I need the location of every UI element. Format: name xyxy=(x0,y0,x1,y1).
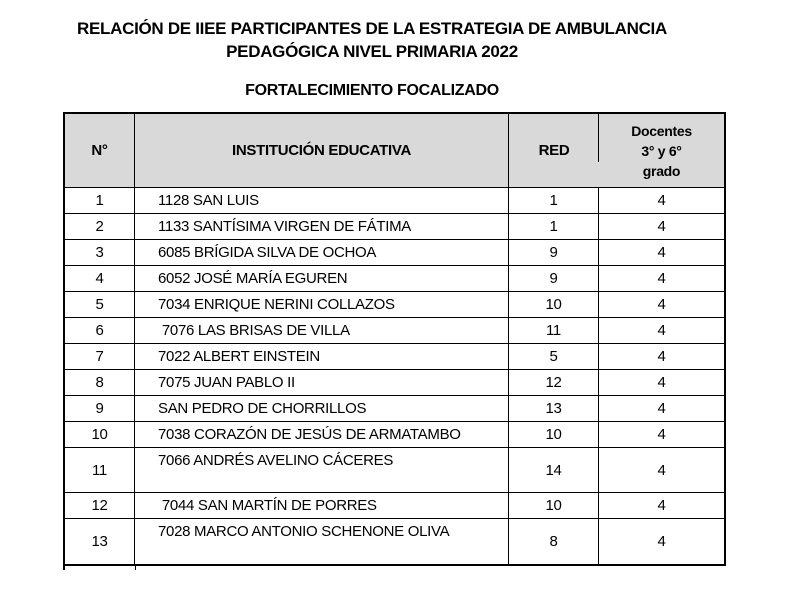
institution-cell: 7028 MARCO ANTONIO SCHENONE OLIVA xyxy=(135,519,509,564)
red-cell: 9 xyxy=(509,240,599,266)
header-docentes-line1: Docentes xyxy=(631,122,692,139)
red-cell: 1 xyxy=(509,214,599,240)
table-row: 2 1133 SANTÍSIMA VIRGEN DE FÁTIMA 1 4 xyxy=(65,214,724,240)
docentes-cell: 4 xyxy=(599,188,724,214)
institution-cell: 1128 SAN LUIS xyxy=(135,188,509,214)
institution-cell: 6052 JOSÉ MARÍA EGUREN xyxy=(135,266,509,292)
header-institution: INSTITUCIÓN EDUCATIVA xyxy=(135,114,509,188)
table-row: 1 1128 SAN LUIS 1 4 xyxy=(65,188,724,214)
table-row: 6 7076 LAS BRISAS DE VILLA 11 4 xyxy=(65,318,724,344)
docentes-cell: 4 xyxy=(599,318,724,344)
row-number-cell: 12 xyxy=(65,493,135,519)
table-row: 9 SAN PEDRO DE CHORRILLOS 13 4 xyxy=(65,396,724,422)
docentes-cell: 4 xyxy=(599,240,724,266)
docentes-cell: 4 xyxy=(599,396,724,422)
institution-cell: 7022 ALBERT EINSTEIN xyxy=(135,344,509,370)
docentes-cell: 4 xyxy=(599,370,724,396)
docentes-cell: 4 xyxy=(599,422,724,448)
partial-column-divider xyxy=(598,114,599,162)
header-docentes: Docentes 3° y 6° grado xyxy=(599,114,724,188)
docentes-cell: 4 xyxy=(657,533,666,550)
docentes-cell: 4 xyxy=(599,493,724,519)
institution-cell: 7038 CORAZÓN DE JESÚS DE ARMATAMBO xyxy=(135,422,509,448)
institution-cell: 7076 LAS BRISAS DE VILLA xyxy=(135,318,509,344)
row-number-cell: 9 xyxy=(65,396,135,422)
header-docentes-line2: 3° y 6° xyxy=(641,142,682,159)
row-number-cell: 1 xyxy=(65,188,135,214)
red-cell: 12 xyxy=(509,370,599,396)
docentes-cell: 4 xyxy=(599,344,724,370)
header-red: RED xyxy=(509,114,599,188)
institution-cell: SAN PEDRO DE CHORRILLOS xyxy=(135,396,509,422)
table-row: 3 6085 BRÍGIDA SILVA DE OCHOA 9 4 xyxy=(65,240,724,266)
docentes-cell: 4 xyxy=(599,214,724,240)
cutoff-next-row-left-border xyxy=(63,566,65,570)
row-number-cell: 4 xyxy=(65,266,135,292)
header-docentes-line3: grado xyxy=(642,162,681,179)
document-subtitle: FORTALECIMIENTO FOCALIZADO xyxy=(245,82,499,99)
table-row: 12 7044 SAN MARTÍN DE PORRES 10 4 xyxy=(65,493,724,519)
docentes-cell: 4 xyxy=(599,292,724,318)
table-row: 10 7038 CORAZÓN DE JESÚS DE ARMATAMBO 10… xyxy=(65,422,724,448)
iiee-table: N° INSTITUCIÓN EDUCATIVA RED Docentes 3°… xyxy=(63,112,726,566)
row-number-cell: 11 xyxy=(65,448,135,493)
institution-cell: 7034 ENRIQUE NERINI COLLAZOS xyxy=(135,292,509,318)
red-cell: 14 xyxy=(509,448,599,493)
row-number-cell: 13 xyxy=(65,519,135,564)
row-number-cell: 8 xyxy=(65,370,135,396)
docentes-cell: 4 xyxy=(599,266,724,292)
title-line-2: PEDAGÓGICA NIVEL PRIMARIA 2022 xyxy=(226,42,518,61)
table-row: 4 6052 JOSÉ MARÍA EGUREN 9 4 xyxy=(65,266,724,292)
row-number-cell: 5 xyxy=(65,292,135,318)
title-line-1: RELACIÓN DE IIEE PARTICIPANTES DE LA EST… xyxy=(77,19,667,38)
table-row: 5 7034 ENRIQUE NERINI COLLAZOS 10 4 xyxy=(65,292,724,318)
table-row: 11 7066 ANDRÉS AVELINO CÁCERES 14 4 xyxy=(65,448,724,493)
red-cell: 10 xyxy=(509,493,599,519)
red-cell: 5 xyxy=(509,344,599,370)
table-row: 8 7075 JUAN PABLO II 12 4 xyxy=(65,370,724,396)
table-row: 13 7028 MARCO ANTONIO SCHENONE OLIVA 8 4 xyxy=(65,519,724,564)
institution-cell: 7066 ANDRÉS AVELINO CÁCERES xyxy=(135,448,509,493)
row-number-cell: 2 xyxy=(65,214,135,240)
header-red-label: RED xyxy=(538,142,570,159)
red-cell: 8 xyxy=(509,519,599,564)
row-number-cell: 6 xyxy=(65,318,135,344)
institution-cell: 7044 SAN MARTÍN DE PORRES xyxy=(135,493,509,519)
institution-cell: 1133 SANTÍSIMA VIRGEN DE FÁTIMA xyxy=(135,214,509,240)
row-number-cell: 10 xyxy=(65,422,135,448)
institution-cell: 7075 JUAN PABLO II xyxy=(135,370,509,396)
red-cell: 11 xyxy=(509,318,599,344)
header-num: N° xyxy=(65,114,135,188)
institution-cell: 6085 BRÍGIDA SILVA DE OCHOA xyxy=(135,240,509,266)
cutoff-next-row-column-border xyxy=(135,566,136,570)
document-title: RELACIÓN DE IIEE PARTICIPANTES DE LA EST… xyxy=(0,17,744,63)
red-cell: 13 xyxy=(509,396,599,422)
row-number-cell: 3 xyxy=(65,240,135,266)
docentes-cell: 4 xyxy=(599,448,724,493)
red-cell: 1 xyxy=(509,188,599,214)
red-cell: 10 xyxy=(509,292,599,318)
red-cell: 9 xyxy=(509,266,599,292)
table-row: 7 7022 ALBERT EINSTEIN 5 4 xyxy=(65,344,724,370)
row-number-cell: 7 xyxy=(65,344,135,370)
red-cell: 10 xyxy=(509,422,599,448)
table-header-row: N° INSTITUCIÓN EDUCATIVA RED Docentes 3°… xyxy=(65,114,724,188)
